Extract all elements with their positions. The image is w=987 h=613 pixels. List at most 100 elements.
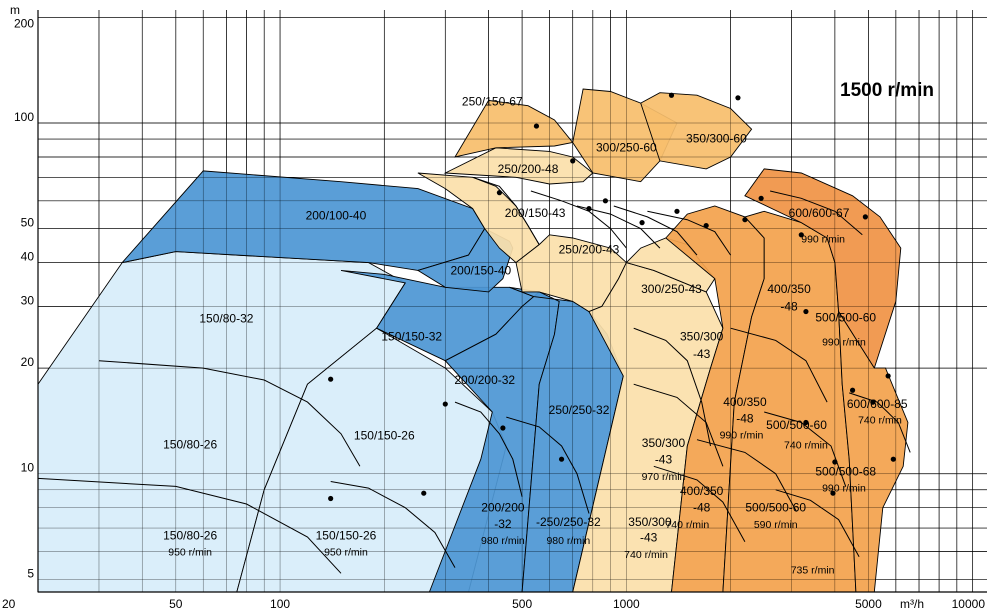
operating-point — [803, 308, 809, 315]
region-label: 350/300 — [680, 329, 724, 343]
performance-curve — [472, 176, 540, 245]
region-label: 250/200-43 — [559, 242, 620, 256]
region-250-150-67 — [454, 99, 574, 158]
performance-curve — [647, 210, 732, 256]
operating-point — [500, 425, 506, 431]
region-label: 990 r/min — [801, 234, 845, 246]
y-tick-label: 200 — [14, 16, 34, 30]
performance-curve — [37, 477, 342, 574]
region-label: 980 r/min — [546, 535, 590, 547]
performance-curve — [530, 190, 627, 249]
performance-curves — [37, 176, 911, 574]
performance-curve — [576, 205, 661, 249]
region-label: 300/250-60 — [596, 140, 657, 154]
operating-point — [674, 208, 680, 214]
x-tick-label: 500 — [512, 597, 532, 611]
performance-curve — [454, 401, 523, 497]
operating-point — [668, 92, 675, 98]
region-label: 350/300 — [628, 515, 672, 529]
performance-curve — [330, 481, 456, 568]
region-label: 500/500-60 — [766, 418, 827, 432]
y-axis-unit: m — [10, 3, 20, 17]
region-label: -48 — [780, 300, 798, 314]
y-tick-label: 30 — [21, 293, 35, 307]
region-label: 150/150-26 — [354, 429, 415, 443]
tick-labels: 5 10 20 30 40 50 100 200 20 50 100 500 1000 5000 10000 — [2, 16, 985, 611]
performance-curve — [849, 392, 911, 453]
operating-point — [533, 123, 540, 129]
operating-point — [570, 158, 576, 164]
operating-point — [849, 387, 856, 393]
operating-point — [862, 214, 868, 220]
region-label: 400/350 — [680, 484, 724, 498]
operating-point — [639, 220, 645, 226]
region-label: 350/300 — [642, 436, 686, 450]
region-label: 150/80-26 — [163, 528, 217, 542]
operating-point — [830, 490, 836, 496]
region-label: 150/80-26 — [163, 438, 217, 452]
region-label: 400/350 — [767, 282, 811, 296]
operating-point — [558, 456, 565, 462]
region-label: 740 r/min — [784, 440, 828, 452]
region-label: 200/200 — [481, 501, 525, 515]
region-label: 740 r/min — [858, 415, 902, 427]
x-tick-label: 1000 — [613, 597, 640, 611]
region-label: 350/300-60 — [686, 131, 747, 145]
operating-point — [586, 206, 592, 212]
region-label: 500/500-68 — [815, 464, 876, 478]
performance-curve — [506, 416, 590, 514]
y-tick-label: 10 — [21, 461, 35, 475]
operating-point — [885, 373, 891, 379]
region-label: 590 r/min — [754, 519, 798, 531]
pump-regions — [37, 10, 987, 593]
performance-curve — [775, 489, 860, 557]
operating-points — [328, 92, 896, 502]
operating-point — [758, 195, 764, 201]
performance-curve — [764, 411, 847, 487]
region-label: 250/200-48 — [498, 162, 559, 176]
operating-point — [832, 459, 838, 465]
region-label: -43 — [640, 531, 658, 545]
operating-point — [870, 399, 876, 405]
operating-point — [703, 222, 709, 229]
x-tick-label: 100 — [270, 597, 290, 611]
operating-point — [742, 217, 748, 223]
region-label: 250/150-67 — [462, 95, 523, 109]
region-label: -250/250-32 — [536, 515, 601, 529]
operating-point — [421, 490, 427, 496]
performance-curve — [769, 190, 863, 236]
region-label: 950 r/min — [324, 546, 368, 558]
operating-point — [496, 190, 503, 196]
region-label: -43 — [693, 347, 711, 361]
region-label: 600/600-85 — [847, 397, 908, 411]
region-label: 300/250-43 — [641, 282, 702, 296]
region-label: 200/200-32 — [454, 373, 515, 387]
region-label: 200/150-43 — [505, 206, 566, 220]
region-label: 970 r/min — [642, 471, 686, 483]
x-tick-label: 5000 — [855, 597, 882, 611]
operating-point — [890, 456, 896, 462]
x-tick-label: 10000 — [952, 597, 986, 611]
performance-curve — [653, 465, 746, 542]
performance-curve — [633, 327, 711, 447]
region-label: -48 — [736, 411, 754, 425]
region-label: 950 r/min — [168, 546, 212, 558]
performance-curve — [98, 360, 361, 467]
performance-curve — [730, 327, 828, 403]
region-label: 740 r/min — [665, 519, 709, 531]
speed-label: 1500 r/min — [840, 80, 934, 101]
performance-curve — [613, 205, 698, 256]
region-label: 200/150-40 — [450, 263, 511, 277]
region-label: 990 r/min — [720, 430, 764, 442]
region-label: -32 — [494, 517, 512, 531]
region-label: -48 — [693, 501, 711, 515]
operating-point — [442, 401, 448, 407]
region-label: 250/250-32 — [549, 403, 610, 417]
y-tick-label: 50 — [21, 216, 35, 230]
axes — [37, 10, 987, 593]
region-label: 500/500-60 — [745, 501, 806, 515]
region-label: 990 r/min — [822, 482, 866, 494]
region-label: 150/80-32 — [199, 311, 253, 325]
region-label: 400/350 — [723, 395, 767, 409]
